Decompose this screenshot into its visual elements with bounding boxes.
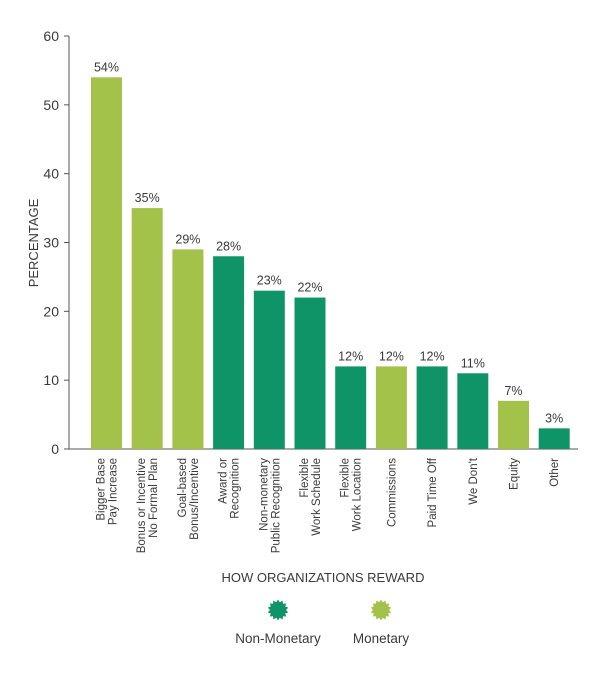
data-label: 12% <box>420 349 445 363</box>
bar <box>538 428 570 449</box>
data-label: 12% <box>338 349 363 363</box>
x-tick-label-line: Paid Time Off <box>427 457 439 527</box>
data-label: 22% <box>297 281 322 295</box>
x-tick-label-line: Public Recognition <box>270 458 282 553</box>
bars <box>91 77 570 450</box>
x-tick-label-line: Award or <box>218 458 230 504</box>
bar <box>294 297 326 449</box>
legend: Non-Monetary Monetary <box>235 599 410 646</box>
x-tick-label-line: Goal-based <box>177 458 189 517</box>
bar <box>91 77 122 450</box>
bar <box>498 400 529 449</box>
x-tick-label-line: Equity <box>509 458 521 490</box>
data-label: 23% <box>257 274 282 288</box>
x-tick-label-line: Commissions <box>386 458 398 527</box>
data-label: 29% <box>175 232 200 246</box>
x-tick-label-line: We Don't <box>468 457 480 505</box>
x-tick-label-line: Pay Increase <box>108 458 120 525</box>
category-labels: Bigger BasePay Increase Bonus or Incentiv… <box>96 457 562 553</box>
bar <box>375 366 407 449</box>
y-tick-label: 60 <box>43 28 59 44</box>
x-tick-label: Non-monetaryPublic Recognition <box>258 458 282 554</box>
x-tick-label: Paid Time Off <box>427 457 439 527</box>
x-tick-label: Bigger BasePay Increase <box>96 458 120 525</box>
data-label: 11% <box>461 356 485 370</box>
y-tick-label: 50 <box>43 97 59 113</box>
x-tick-label: Other <box>549 458 561 487</box>
x-tick-label-line: Work Schedule <box>311 458 323 536</box>
x-tick-label-line: Other <box>549 458 561 487</box>
bar <box>335 366 367 449</box>
bar <box>253 290 285 449</box>
x-tick-label-line: Bonus/Incentive <box>189 458 201 540</box>
bar <box>131 208 163 449</box>
data-label: 7% <box>504 384 522 398</box>
y-axis-title: PERCENTAGE <box>26 198 41 287</box>
bar <box>416 366 448 449</box>
x-tick-label: Commissions <box>386 458 398 527</box>
x-tick-label: We Don't <box>468 457 480 505</box>
y-tick-label: 10 <box>43 372 59 388</box>
legend-marker <box>370 599 392 621</box>
bar <box>213 256 245 449</box>
x-tick-label: FlexibleWork Location <box>340 458 364 531</box>
data-label: 28% <box>216 239 241 253</box>
legend-label: Monetary <box>353 631 410 646</box>
x-tick-label-line: Recognition <box>230 458 242 519</box>
bar <box>457 373 489 449</box>
x-tick-label-line: No Formal Plan <box>148 458 160 538</box>
value-labels: 54% 35% 29% 28% 23% 22% 12% 12% 12% 11% 7% 3% <box>94 60 563 425</box>
data-label: 35% <box>135 191 160 205</box>
x-tick-label: Award orRecognition <box>218 458 242 519</box>
x-axis-title: HOW ORGANIZATIONS REWARD <box>222 570 425 585</box>
y-tick-label: 20 <box>43 303 59 319</box>
bar <box>172 249 204 449</box>
x-tick-label: FlexibleWork Schedule <box>299 458 323 536</box>
x-tick-label: Goal-basedBonus/Incentive <box>177 458 201 540</box>
x-tick-label-line: Flexible <box>340 458 352 498</box>
y-tick-label: 40 <box>43 166 59 182</box>
y-tick-label: 30 <box>43 235 59 251</box>
legend-label: Non-Monetary <box>235 631 321 646</box>
x-tick-label-line: Non-monetary <box>258 458 270 531</box>
x-tick-label: Bonus or IncentiveNo Formal Plan <box>136 458 160 553</box>
legend-marker <box>267 599 289 621</box>
y-tick-label: 0 <box>51 441 59 457</box>
x-tick-label-line: Bigger Base <box>96 458 108 521</box>
data-label: 3% <box>545 411 563 425</box>
x-tick-label-line: Flexible <box>299 458 311 498</box>
data-label: 54% <box>94 60 119 74</box>
x-tick-label-line: Work Location <box>352 458 364 531</box>
x-tick-label-line: Bonus or Incentive <box>136 458 148 553</box>
x-tick-label: Equity <box>509 458 521 490</box>
data-label: 12% <box>379 349 404 363</box>
